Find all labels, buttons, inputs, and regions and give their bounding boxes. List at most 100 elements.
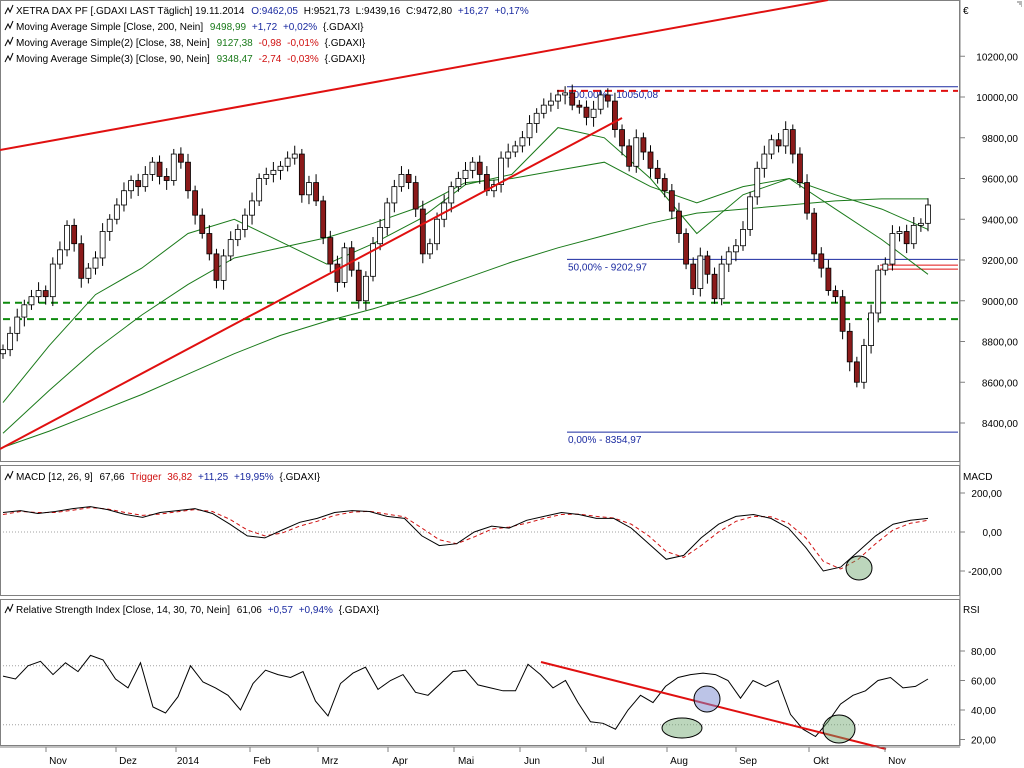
candle-up xyxy=(384,202,391,228)
rsi-highlight-blue xyxy=(693,685,721,713)
svg-text:Moving Average Simple(3) [Clos: Moving Average Simple(3) [Close, 90, Nei… xyxy=(16,54,366,65)
candle-up xyxy=(256,178,263,202)
svg-text:MACD [12, 26, 9] 67,66: MACD [12, 26, 9] 67,66 Trigger 36,82 +11… xyxy=(16,472,321,483)
fib-label: 0,00% - 8354,97 xyxy=(568,435,642,446)
macd-y-axis: 200,00 0,00 -200,00 xyxy=(3,489,1002,578)
candle-down xyxy=(334,263,341,283)
rsi-value: 61,06 xyxy=(237,605,262,616)
x-tick-label: Mrz xyxy=(322,756,339,767)
chart-line-icon xyxy=(4,20,14,31)
price-y-tick-label: 8800,00 xyxy=(982,338,1019,349)
price-y-tick-label: 9200,00 xyxy=(982,256,1019,267)
candle-down xyxy=(583,106,590,118)
candle-down xyxy=(213,253,220,281)
price-y-axis: 10200,00 10000,00 9800,00 9600,00 9400,00 920… xyxy=(960,52,1018,430)
candle-up xyxy=(106,218,113,232)
candle-down xyxy=(348,247,355,271)
x-tick-label: 2014 xyxy=(177,756,200,767)
resize-corner-icon[interactable] xyxy=(1017,1,1022,7)
fib-label: 100,00% - 10050,08 xyxy=(568,90,659,101)
candle-down xyxy=(604,94,611,102)
candle-down xyxy=(327,237,334,265)
chart-line-icon xyxy=(4,603,14,614)
ma90-ticker: {.GDAXI} xyxy=(325,54,366,65)
ma200-change-pct: +0,02% xyxy=(283,22,317,33)
price-low: L:9439,16 xyxy=(356,6,401,17)
candle-up xyxy=(128,180,134,192)
candle-down xyxy=(818,253,825,269)
candle-up xyxy=(917,222,924,226)
ma90-name: Moving Average Simple(3) [Close, 90, Nei… xyxy=(16,54,210,65)
candle-up xyxy=(462,169,469,179)
candle-down xyxy=(853,361,860,383)
fibonacci-lines: 100,00% - 10050,08 50,00% - 9202,97 0,00% … xyxy=(557,86,958,446)
candle-up xyxy=(377,226,384,245)
price-header: XETRA DAX PF [.GDAXI LAST Täglich] 19.11… xyxy=(4,4,529,17)
chart-line-icon xyxy=(4,4,14,15)
macd-ticker: {.GDAXI} xyxy=(279,472,320,483)
candle-up xyxy=(498,157,504,186)
candle-down xyxy=(903,231,910,245)
moving-average-line xyxy=(2,161,929,434)
ma200-ticker: {.GDAXI} xyxy=(323,22,364,33)
ma-legend: Moving Average Simple [Close, 200, Nein]… xyxy=(4,20,366,65)
candle-down xyxy=(825,267,832,291)
candle-down xyxy=(839,296,846,332)
candle-up xyxy=(249,200,255,216)
x-tick-label: Feb xyxy=(253,756,271,767)
candle-down xyxy=(775,139,782,147)
rsi-y-tick-label: 20,00 xyxy=(971,736,996,747)
currency-symbol: € xyxy=(963,6,969,17)
candle-up xyxy=(469,161,476,171)
svg-text:Relative Strength Index [Close: Relative Strength Index [Close, 14, 30, … xyxy=(16,605,380,616)
macd-trigger-label: Trigger xyxy=(130,472,162,483)
candle-down xyxy=(612,100,618,130)
fib-label: 50,00% - 9202,97 xyxy=(568,262,647,273)
macd-lines xyxy=(2,506,929,581)
candle-down xyxy=(185,161,191,192)
candle-down xyxy=(405,174,412,183)
x-axis: Nov Dez 2014 Feb Mrz Apr Mai Jun Jul Aug Sep Okt Nov xyxy=(0,746,960,767)
price-header-title: XETRA DAX PF [.GDAXI LAST Täglich] 19.11… xyxy=(16,6,245,17)
candle-down xyxy=(78,243,85,279)
candle-down xyxy=(704,255,711,275)
macd-line xyxy=(2,506,929,572)
ma38-change-pct: -0,01% xyxy=(287,38,319,49)
candle-up xyxy=(875,269,882,314)
candle-down xyxy=(576,104,583,108)
candle-up xyxy=(868,312,874,346)
candle-up xyxy=(597,94,604,110)
candle-up xyxy=(35,290,42,298)
candle-down xyxy=(177,153,184,163)
candle-down xyxy=(42,290,49,298)
candle-up xyxy=(590,108,597,118)
macd-y-tick-label: 200,00 xyxy=(971,489,1002,500)
ma38-ticker: {.GDAXI} xyxy=(325,38,366,49)
candle-up xyxy=(284,157,291,167)
candle-down xyxy=(640,137,647,153)
candle-up xyxy=(925,204,931,224)
x-tick-label: Sep xyxy=(739,756,757,767)
ma38-change: -0,98 xyxy=(259,38,282,49)
x-tick-label: Okt xyxy=(813,756,829,767)
candle-up xyxy=(149,161,156,175)
candle-up xyxy=(547,100,554,106)
svg-text:Moving Average Simple [Close,: Moving Average Simple [Close, 200, Nein]… xyxy=(16,22,364,33)
candle-down xyxy=(298,153,305,196)
trendlines xyxy=(0,0,829,450)
candle-up xyxy=(740,229,746,247)
candle-down xyxy=(355,269,362,302)
candle-down xyxy=(313,182,319,202)
x-tick-label: Dez xyxy=(119,756,137,767)
candle-up xyxy=(263,174,270,179)
chart-line-icon xyxy=(4,36,14,47)
macd-trigger-line xyxy=(2,507,929,570)
candle-up xyxy=(718,263,725,300)
candle-down xyxy=(668,190,675,212)
candle-up xyxy=(227,239,234,257)
support-lines xyxy=(3,301,958,321)
candle-up xyxy=(121,190,127,206)
ma38-value: 9127,38 xyxy=(217,38,254,49)
svg-text:XETRA DAX PF [.GDAXI LAST Tägl: XETRA DAX PF [.GDAXI LAST Täglich] 19.11… xyxy=(16,6,529,17)
rsi-header: Relative Strength Index [Close, 14, 30, … xyxy=(4,603,380,616)
